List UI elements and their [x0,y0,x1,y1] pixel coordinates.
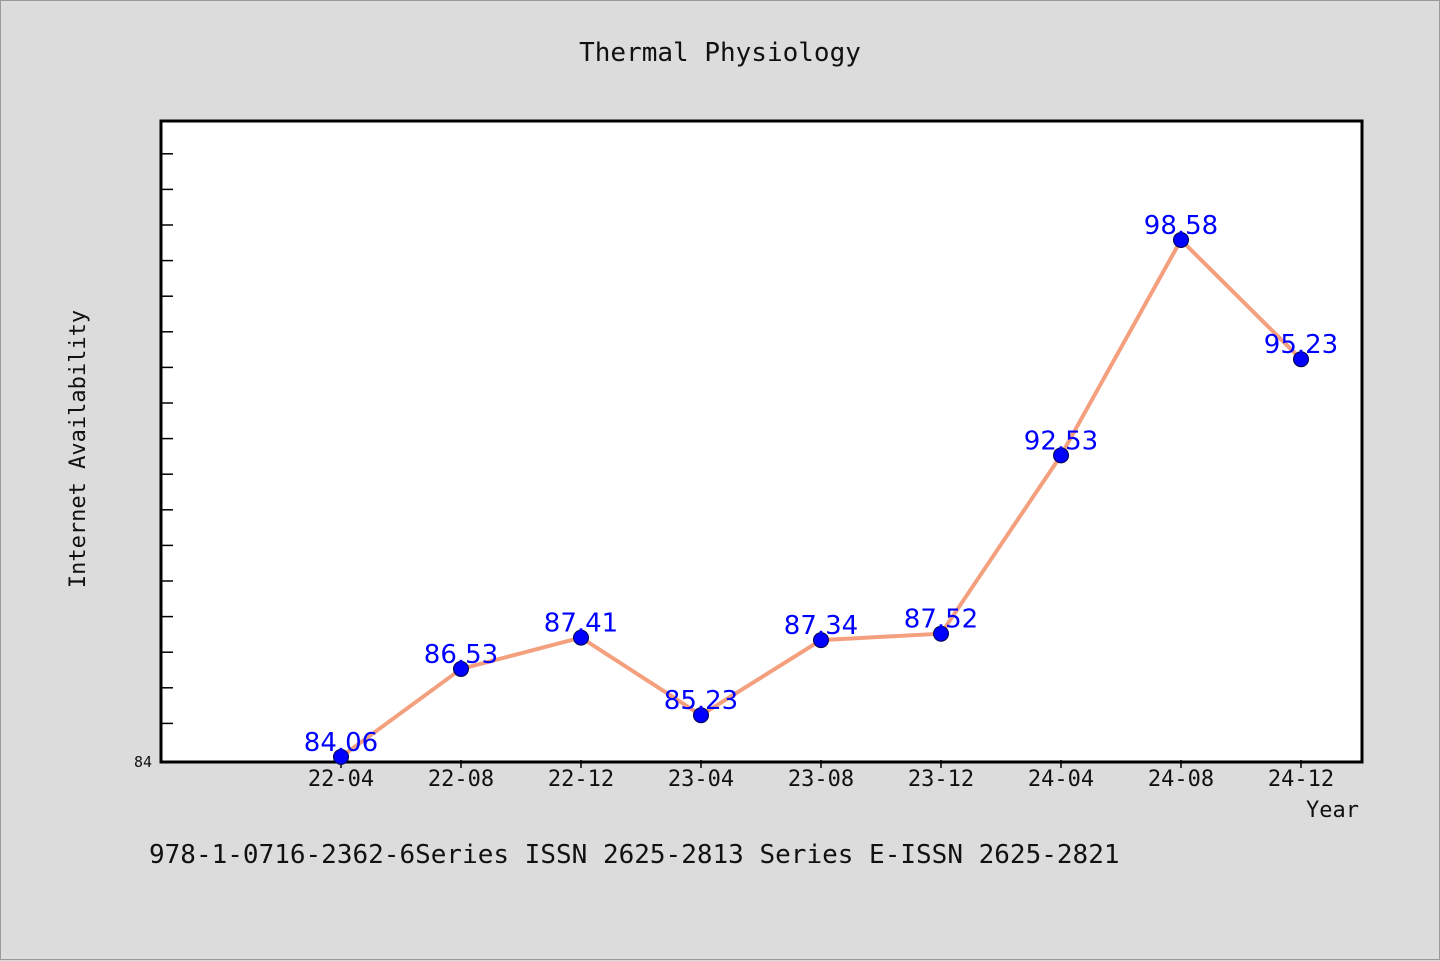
x-tick-label: 24-08 [1148,767,1214,792]
data-point [933,625,949,642]
data-point [693,707,709,724]
x-axis-title: Year [1306,798,1359,823]
data-point [333,748,349,765]
data-point [573,629,589,646]
data-label: 87.34 [784,611,858,641]
y-tick-label: 84 [134,753,152,771]
plot-area [159,119,1364,764]
x-tick-label: 22-12 [548,767,614,792]
x-tick-label: 24-04 [1028,767,1094,792]
x-axis-tick-labels: 22-04 22-08 22-12 23-04 23-08 23-12 24-04 24-08… [308,767,1334,792]
data-label: 87.52 [904,605,978,635]
y-axis-ticks [161,153,173,725]
data-point [1173,231,1189,248]
footer-isbn-text: 978-1-0716-2362-6Series ISSN 2625-2813 S… [149,840,1120,870]
x-tick-label: 22-08 [428,767,494,792]
data-label: 95.23 [1264,330,1338,360]
data-label: 85.23 [664,686,738,716]
data-point [453,660,469,677]
x-tick-label: 23-12 [908,767,974,792]
data-label: 92.53 [1024,426,1098,456]
data-label: 87.41 [544,609,618,639]
x-tick-label: 22-04 [308,767,374,792]
data-labels: 84.06 86.53 87.41 85.23 87.34 87.52 92.53 98.58… [304,211,1338,758]
data-point [1053,447,1069,464]
x-tick-label: 24-12 [1268,767,1334,792]
series-markers [333,231,1309,765]
chart-title: Thermal Physiology [579,38,861,68]
y-axis-title: Internet Availability [66,310,91,588]
x-tick-label: 23-08 [788,767,854,792]
data-label: 86.53 [424,640,498,670]
data-point [813,632,829,649]
data-label: 84.06 [304,728,378,758]
data-point [1293,351,1309,368]
data-label: 98.58 [1144,211,1218,241]
x-tick-label: 23-04 [668,767,734,792]
